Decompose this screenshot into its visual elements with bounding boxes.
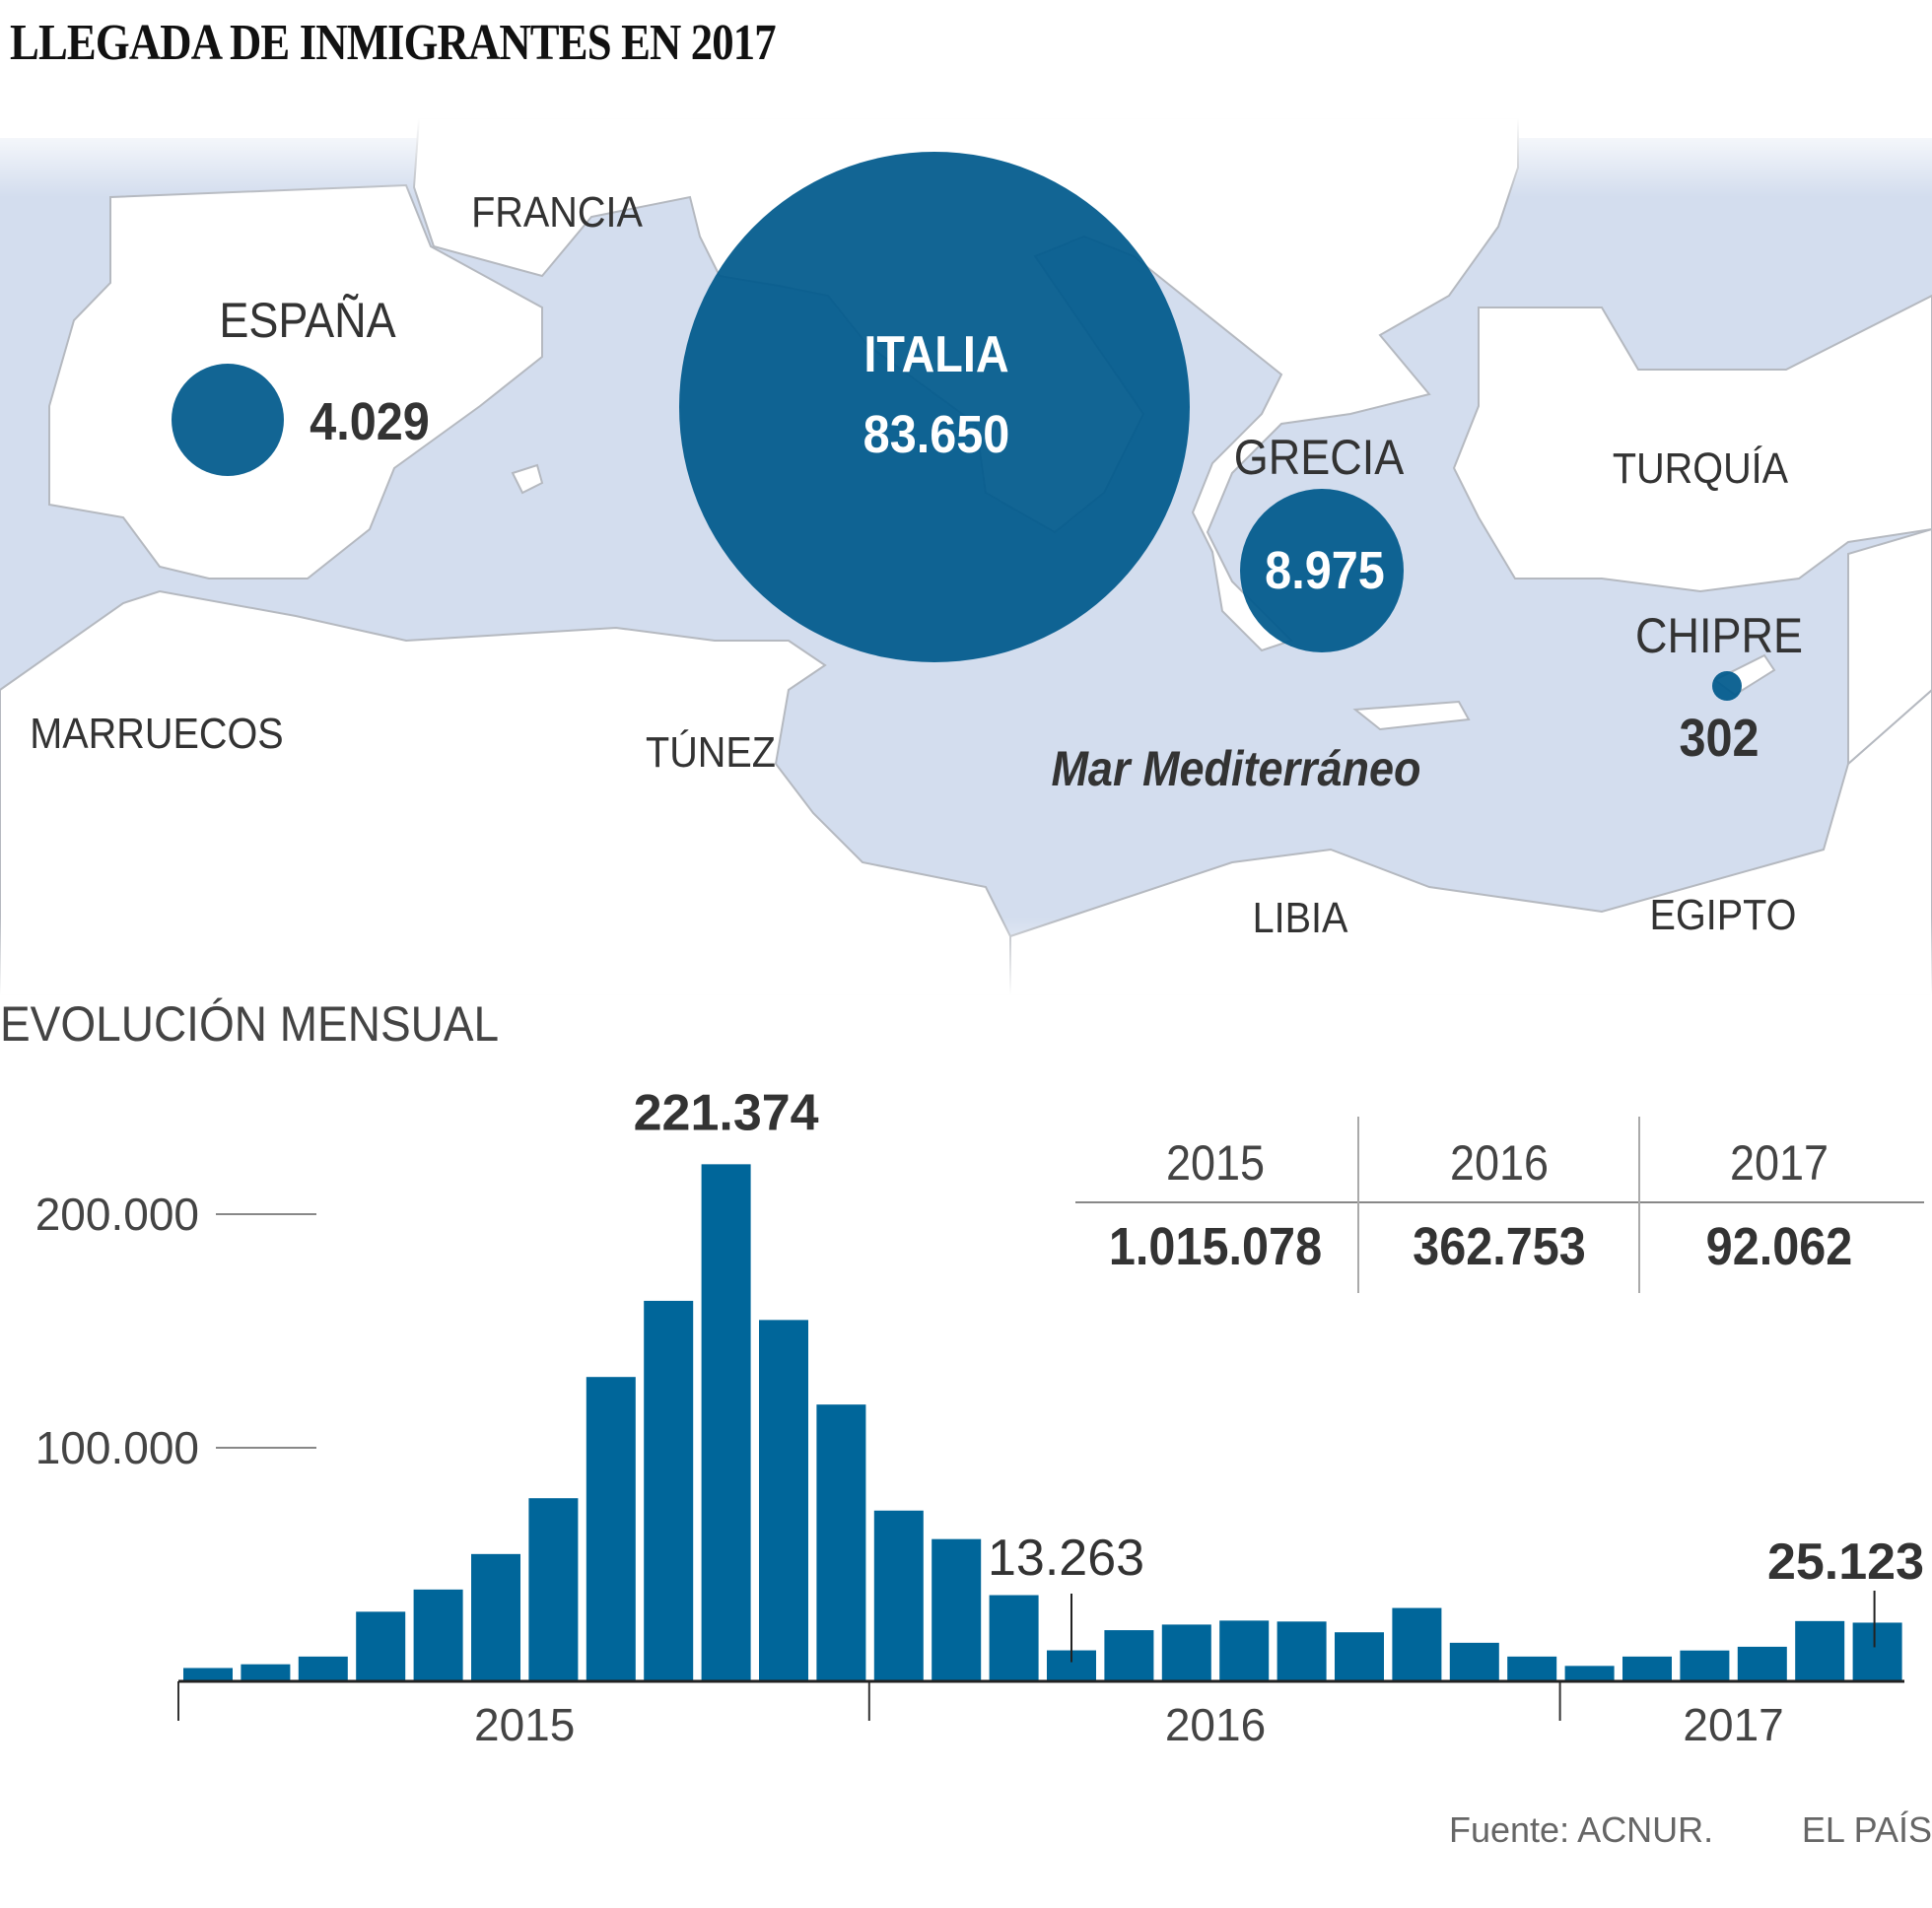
bar-2015-8 <box>586 1377 636 1681</box>
land-middle-east <box>1847 527 1932 767</box>
label-tunez: TÚNEZ <box>646 728 776 777</box>
bubble-chipre <box>1712 671 1742 701</box>
y-tick-label: 100.000 <box>35 1422 199 1473</box>
bar-2016-5 <box>1104 1630 1154 1681</box>
x-year-label: 2015 <box>474 1699 575 1750</box>
map-svg <box>0 117 1932 996</box>
bar-2015-1 <box>183 1668 233 1681</box>
source-note: Fuente: ACNUR. <box>1449 1809 1714 1850</box>
land-crete <box>1352 700 1471 731</box>
label-egipto: EGIPTO <box>1649 891 1797 939</box>
totals-value-2016: 362.753 <box>1413 1217 1586 1276</box>
bar-2015-12 <box>816 1404 866 1681</box>
label-francia: FRANCIA <box>471 188 643 237</box>
bar-2017-6 <box>1852 1622 1902 1681</box>
value-chipre: 302 <box>1679 709 1760 768</box>
y-tick-label: 200.000 <box>35 1189 199 1240</box>
brand-credit: EL PAÍS <box>1801 1809 1932 1850</box>
annotation-april-2016: 13.263 <box>988 1530 1144 1587</box>
bar-2015-2 <box>241 1664 291 1681</box>
infographic-title: LLEGADA DE INMIGRANTES EN 2017 <box>10 15 777 71</box>
totals-header-2015: 2015 <box>1165 1135 1266 1191</box>
bar-2017-3 <box>1680 1650 1730 1681</box>
label-turquia: TURQUÍA <box>1612 444 1789 493</box>
label-marruecos: MARRUECOS <box>30 710 284 758</box>
bar-2015-5 <box>413 1589 463 1681</box>
value-espana: 4.029 <box>310 392 430 451</box>
bar-2017-1 <box>1564 1666 1615 1681</box>
label-libia: LIBIA <box>1252 894 1348 942</box>
bar-2016-11 <box>1449 1642 1499 1681</box>
land-iberia <box>48 183 543 579</box>
bar-2015-6 <box>471 1553 520 1681</box>
bar-2016-12 <box>1507 1656 1557 1681</box>
bar-2016-2 <box>932 1538 982 1681</box>
totals-value-2017: 92.062 <box>1705 1217 1853 1276</box>
x-year-label: 2017 <box>1683 1699 1783 1750</box>
mediterranean-map: FRANCIA ESPAÑA 4.029 ITALIA 83.650 GRECI… <box>0 117 1932 996</box>
chart-subtitle: EVOLUCIÓN MENSUAL <box>0 996 500 1052</box>
bar-2015-11 <box>759 1320 808 1681</box>
bar-2016-6 <box>1161 1624 1211 1681</box>
bar-2017-5 <box>1795 1620 1845 1681</box>
land-balearics <box>511 463 544 495</box>
value-italia: 83.650 <box>862 405 1010 464</box>
monthly-chart: 100.000 200.000 2015 2016 2017 221.374 13.263 2… <box>0 1064 1932 1774</box>
bubble-grecia <box>1240 489 1404 652</box>
label-espana: ESPAÑA <box>219 293 396 348</box>
totals-header-2016: 2016 <box>1449 1135 1550 1191</box>
totals-header-2017: 2017 <box>1729 1135 1829 1191</box>
annotation-last-month: 25.123 <box>1767 1533 1924 1591</box>
annotation-peak: 221.374 <box>634 1084 819 1141</box>
x-year-label: 2016 <box>1165 1699 1266 1750</box>
bar-2016-1 <box>873 1510 924 1681</box>
bar-2016-8 <box>1276 1621 1327 1681</box>
bar-2015-4 <box>356 1611 406 1681</box>
totals-value-2015: 1.015.078 <box>1108 1217 1323 1276</box>
bar-2016-7 <box>1219 1620 1270 1681</box>
bar-2017-2 <box>1622 1656 1672 1681</box>
label-chipre: CHIPRE <box>1634 608 1804 663</box>
chart-svg: 100.000 200.000 2015 2016 2017 221.374 13.263 2… <box>35 1084 1924 1750</box>
bar-2015-9 <box>644 1300 694 1681</box>
label-italia: ITALIA <box>863 326 1009 383</box>
bar-2016-10 <box>1392 1607 1442 1681</box>
value-grecia: 8.975 <box>1265 541 1385 600</box>
bar-2015-10 <box>701 1164 751 1681</box>
bar-2015-7 <box>528 1498 579 1681</box>
bubble-espana <box>172 364 284 476</box>
bar-2015-3 <box>298 1656 348 1681</box>
bar-2016-3 <box>989 1595 1039 1681</box>
label-grecia: GRECIA <box>1233 430 1405 485</box>
label-sea: Mar Mediterráneo <box>1051 741 1421 796</box>
bar-2017-4 <box>1737 1646 1787 1681</box>
bubble-italia <box>679 152 1190 662</box>
bar-2016-9 <box>1335 1632 1384 1681</box>
land-turkey <box>1452 294 1932 593</box>
